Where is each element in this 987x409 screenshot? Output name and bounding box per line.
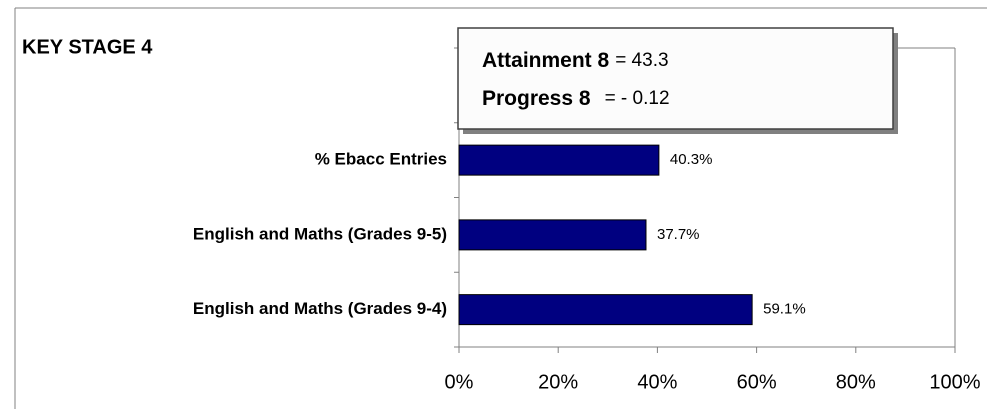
annotation-label: Progress 8 (482, 87, 591, 110)
annotation: Attainment 8 = 43.3 (482, 49, 669, 72)
chart-title: KEY STAGE 4 (22, 36, 153, 58)
plot-area: 0% 20% 40% 60% 80% 100% % Ebacc Entries 40.3% En… (193, 47, 981, 393)
value-label: 59.1% (763, 301, 806, 318)
box (457, 27, 894, 130)
x-tick-label: 60% (737, 371, 777, 393)
annotation-text: = - 0.12 (605, 88, 670, 109)
x-tick-label: 0% (445, 371, 474, 393)
x-tick-label: 100% (929, 371, 980, 393)
bar (458, 144, 660, 176)
value-label: 40.3% (670, 151, 713, 168)
bar (458, 219, 647, 251)
x-tick-label: 20% (538, 371, 578, 393)
annotation: Progress 8 = - 0.12 (482, 87, 670, 110)
category-label: % Ebacc Entries (315, 150, 447, 169)
annotation-box: Attainment 8 = 43.3 Progress 8 = - 0.12 (457, 27, 898, 134)
annotation-label: Attainment 8 (482, 49, 610, 72)
annotation-text: = 43.3 (615, 50, 668, 71)
value-label: 37.7% (657, 226, 700, 243)
x-tick-label: 80% (836, 371, 876, 393)
category-label: English and Maths (Grades 9-4) (193, 299, 447, 318)
category-label: English and Maths (Grades 9-5) (193, 224, 447, 243)
bar (458, 294, 753, 326)
x-tick-label: 40% (637, 371, 677, 393)
